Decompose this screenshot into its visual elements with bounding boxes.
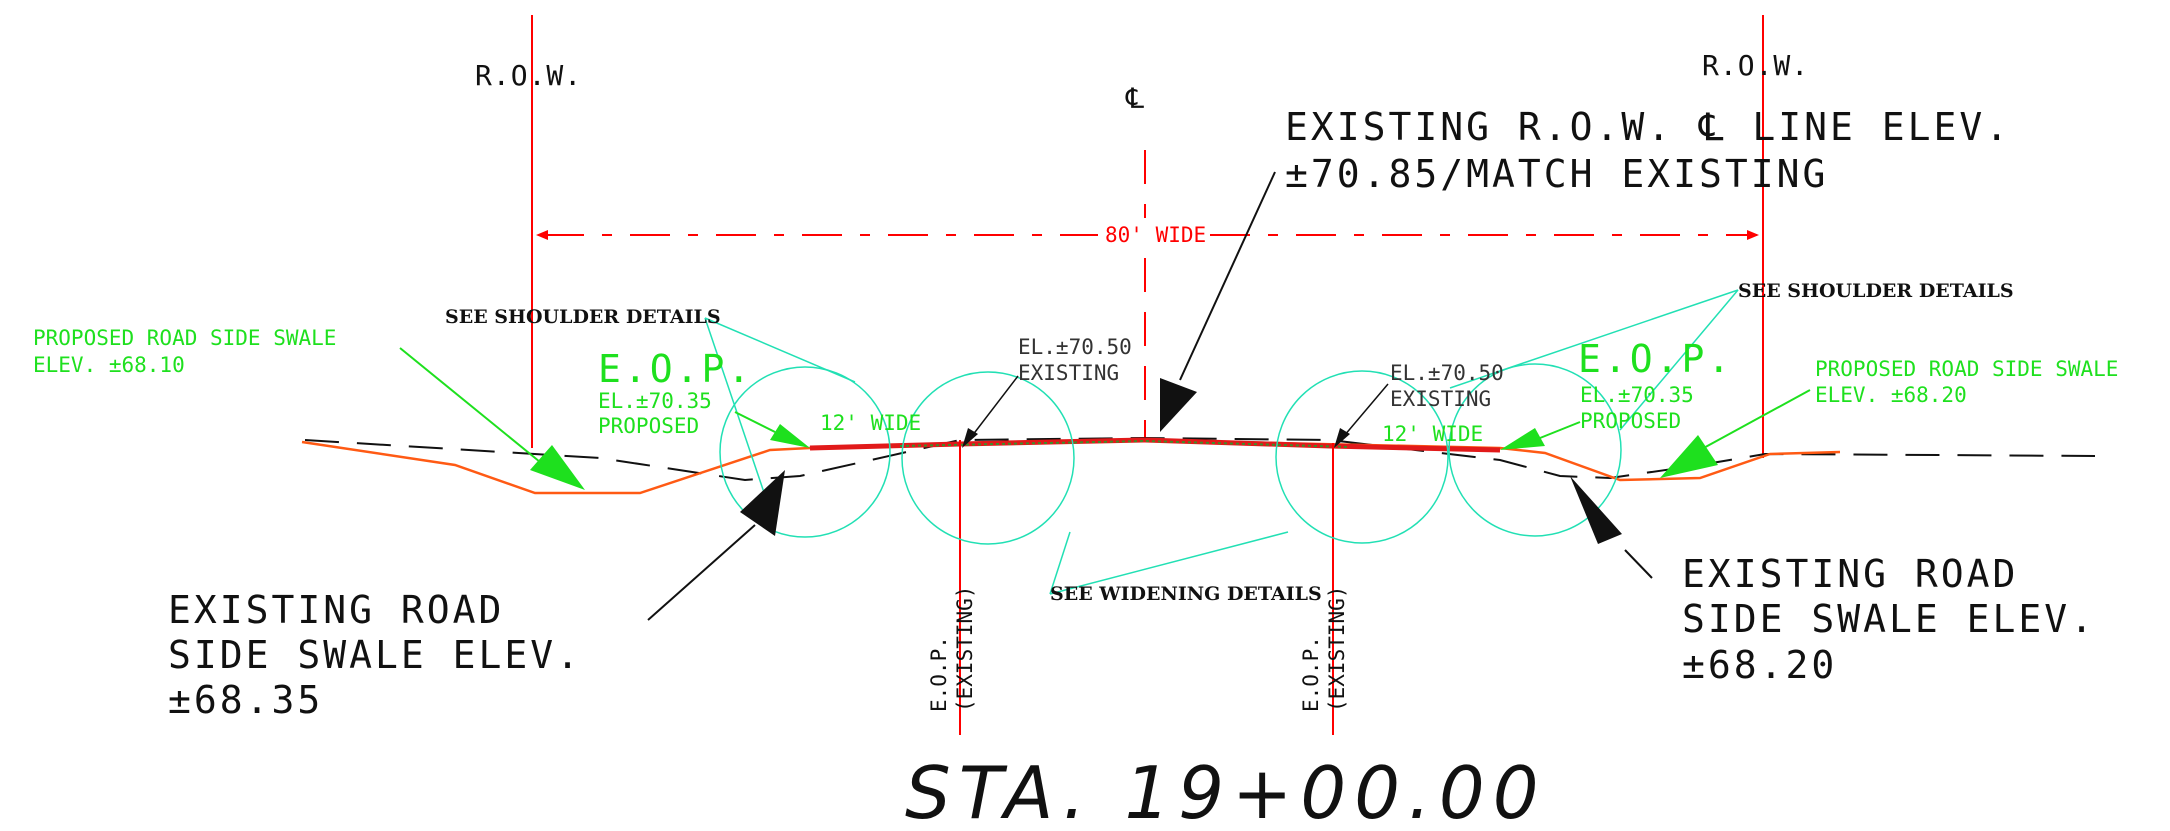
existing-swale-left-2: SIDE SWALE ELEV. [168, 633, 582, 677]
eop-existing-left-1: E.O.P. [927, 636, 951, 712]
existing-ground-line [304, 436, 2096, 482]
shoulder-detail-circle-right [1448, 363, 1622, 537]
prop-swale-right-2: ELEV. ±68.20 [1815, 383, 1967, 407]
existing-row-line-elev-2: ±70.85/MATCH EXISTING [1285, 152, 1828, 196]
station-label: STA. 19+00.00 [905, 751, 1547, 831]
see-widening: SEE WIDENING DETAILS [1050, 583, 1322, 605]
eop-existing-right-1: E.O.P. [1299, 636, 1323, 712]
row-label-right: R.O.W. [1702, 49, 1809, 82]
existing-swale-right-3: ±68.20 [1682, 643, 1837, 687]
lane-width-left: 12' WIDE [820, 411, 921, 435]
eop-left-prop: PROPOSED [598, 414, 699, 438]
eop-left-title: E.O.P. [598, 347, 753, 391]
row-width-label: 80' WIDE [1105, 223, 1206, 247]
el-existing-left-2: EXISTING [1018, 361, 1119, 385]
centerline-symbol: ℄ [1125, 82, 1145, 115]
existing-swale-left-3: ±68.35 [168, 678, 323, 722]
existing-swale-right-2: SIDE SWALE ELEV. [1682, 597, 2096, 641]
black-leaders [647, 171, 1653, 621]
prop-swale-left-2: ELEV. ±68.10 [33, 353, 185, 377]
row-label-left: R.O.W. [475, 59, 582, 92]
prop-swale-left-1: PROPOSED ROAD SIDE SWALE [33, 326, 336, 350]
lane-width-right: 12' WIDE [1382, 422, 1483, 446]
el-existing-right-2: EXISTING [1390, 387, 1491, 411]
eop-existing-right-2: (EXISTING) [1325, 586, 1349, 712]
green-leaders [399, 347, 1811, 490]
existing-swale-right-1: EXISTING ROAD [1682, 552, 2018, 596]
el-existing-right-1: EL.±70.50 [1390, 361, 1504, 385]
see-shoulder-left: SEE SHOULDER DETAILS [445, 306, 721, 328]
prop-swale-right-1: PROPOSED ROAD SIDE SWALE [1815, 357, 2118, 381]
shoulder-detail-circle-left [719, 366, 891, 538]
see-shoulder-right: SEE SHOULDER DETAILS [1738, 280, 2014, 302]
eop-right-el: EL.±70.35 [1580, 383, 1694, 407]
eop-right-title: E.O.P. [1578, 337, 1733, 381]
existing-swale-left-1: EXISTING ROAD [168, 588, 504, 632]
eop-right-prop: PROPOSED [1580, 409, 1681, 433]
eop-existing-left-2: (EXISTING) [953, 586, 977, 712]
el-existing-left-1: EL.±70.50 [1018, 335, 1132, 359]
widening-detail-circle-right [1275, 370, 1449, 544]
eop-left-el: EL.±70.35 [598, 389, 712, 413]
widening-detail-circle-left [901, 371, 1075, 545]
existing-row-line-elev-1: EXISTING R.O.W. ℄ LINE ELEV. [1285, 105, 2011, 149]
